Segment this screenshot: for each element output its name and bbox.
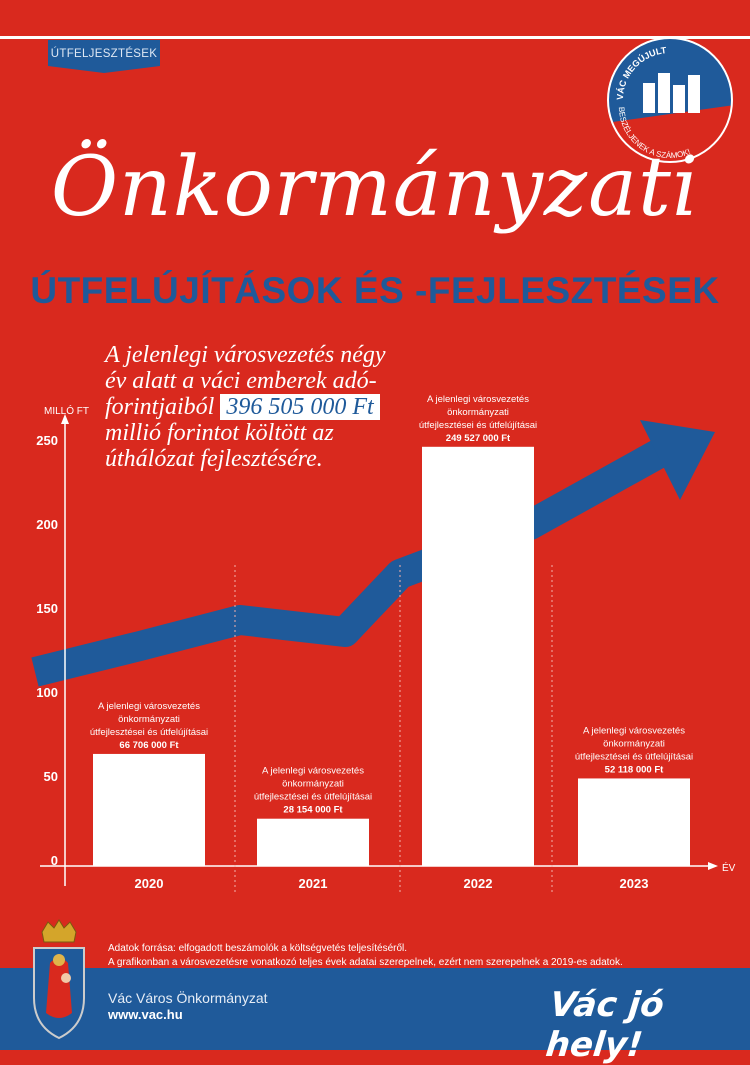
bar-value-label: 249 527 000 Ft bbox=[446, 433, 511, 444]
intro-text: A jelenlegi városvezetés négy év alatt a… bbox=[105, 342, 405, 472]
x-axis-label: ÉV bbox=[722, 861, 736, 874]
bar-description: A jelenlegi városvezetés bbox=[262, 766, 364, 777]
website-link[interactable]: www.vac.hu bbox=[108, 1007, 183, 1022]
organization-name: Vác Város Önkormányzat bbox=[108, 990, 268, 1006]
bar-description: A jelenlegi városvezetés bbox=[427, 394, 529, 405]
x-axis-arrow bbox=[708, 862, 718, 870]
footer-band bbox=[0, 968, 750, 1050]
page-title: Önkormányzati bbox=[50, 140, 700, 235]
bar-description: önkormányzati bbox=[603, 738, 665, 749]
x-tick-label: 2021 bbox=[299, 876, 328, 891]
x-tick-label: 2022 bbox=[464, 876, 493, 891]
page-subtitle: ÚTFELÚJÍTÁSOK ÉS -FEJLESZTÉSEK bbox=[30, 270, 720, 311]
bar-value-label: 52 118 000 Ft bbox=[605, 764, 664, 775]
y-tick-label: 50 bbox=[44, 769, 58, 784]
intro-after: millió forintot költött az úthálózat fej… bbox=[105, 420, 334, 472]
y-tick-label: 250 bbox=[36, 433, 58, 448]
y-tick-label: 100 bbox=[36, 685, 58, 700]
bar-2022 bbox=[422, 446, 534, 866]
bar-description: önkormányzati bbox=[282, 779, 344, 790]
x-tick-label: 2020 bbox=[135, 876, 164, 891]
bar-description: A jelenlegi városvezetés bbox=[98, 701, 200, 712]
top-rule bbox=[0, 36, 750, 39]
trend-arrow-head bbox=[640, 420, 715, 500]
report-badge: VÁC MEGÚJULT BESZÉLJENEK A SZÁMOK! bbox=[607, 37, 733, 163]
bar-description: útfejlesztései és útfelújításai bbox=[254, 792, 372, 803]
bar-description: útfejlesztései és útfelújításai bbox=[419, 420, 537, 431]
bar-2021 bbox=[257, 818, 369, 866]
bar-description: A jelenlegi városvezetés bbox=[583, 725, 685, 736]
bar-description: útfejlesztései és útfelújításai bbox=[90, 727, 208, 738]
bar-2023 bbox=[578, 778, 690, 866]
intro-before: A jelenlegi városvezetés négy év alatt a… bbox=[105, 342, 386, 420]
source-note: Adatok forrása: elfogadott beszámolók a … bbox=[108, 942, 623, 970]
section-tag: ÚTFELJESZTÉSEK bbox=[48, 40, 160, 73]
bar-2020 bbox=[93, 753, 205, 866]
bar-description: önkormányzati bbox=[447, 407, 509, 418]
chart: MILLÓ FT ÉV 0 50 100 150 200 250 2020 A jelenleg… bbox=[31, 394, 736, 895]
y-tick-label: 150 bbox=[36, 601, 58, 616]
x-tick-label: 2023 bbox=[620, 876, 649, 891]
y-tick-label: 0 bbox=[51, 853, 58, 868]
bar-value-label: 28 154 000 Ft bbox=[283, 805, 343, 816]
bar-description: önkormányzati bbox=[118, 714, 180, 725]
y-axis-label: MILLÓ FT bbox=[44, 404, 89, 417]
bar-value-label: 66 706 000 Ft bbox=[119, 740, 179, 751]
bar-description: útfejlesztései és útfelújításai bbox=[575, 751, 693, 762]
trend-arrow-body bbox=[31, 436, 673, 687]
y-tick-label: 200 bbox=[36, 517, 58, 532]
city-crest-icon bbox=[33, 919, 85, 1040]
slogan: Vác jó hely! bbox=[543, 985, 666, 1065]
total-highlight: 396 505 000 Ft bbox=[220, 394, 380, 420]
source-line: Adatok forrása: elfogadott beszámolók a … bbox=[108, 943, 408, 954]
source-line: A grafikonban a városvezetésre vonatkozó… bbox=[108, 957, 623, 968]
y-axis-arrow bbox=[61, 414, 69, 424]
